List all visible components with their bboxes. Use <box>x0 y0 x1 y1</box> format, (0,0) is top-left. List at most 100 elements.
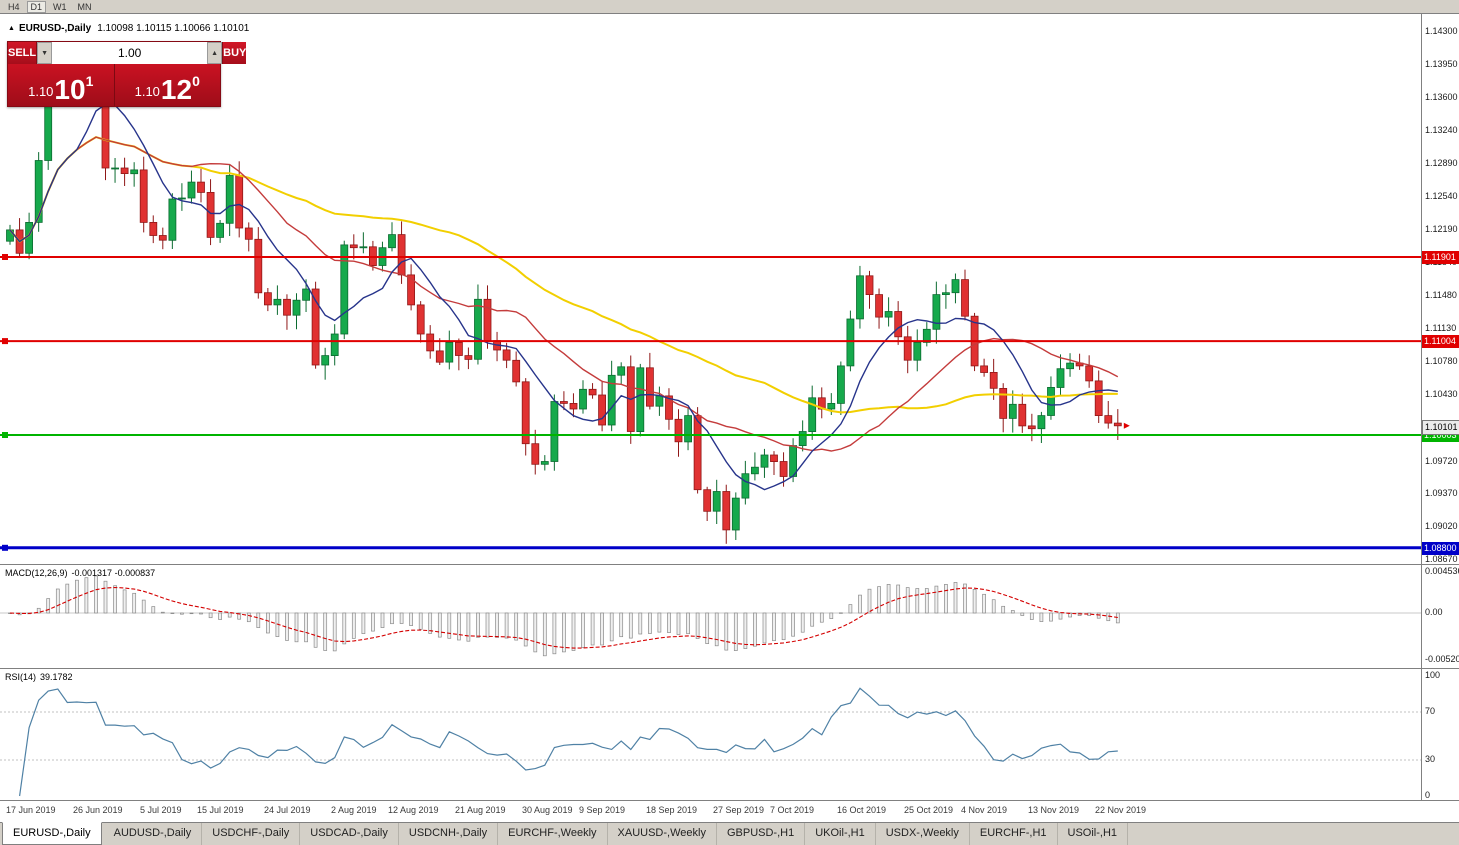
volume-decrease-button[interactable]: ▼ <box>37 42 53 64</box>
chart-tab-usdx-weekly[interactable]: USDX-,Weekly <box>876 823 970 845</box>
pane-separator <box>0 800 1459 801</box>
chart-tab-ukoil-h1[interactable]: UKOil-,H1 <box>805 823 876 845</box>
price-tick: 1.08670 <box>1425 554 1458 564</box>
pane-separator[interactable] <box>0 564 1459 565</box>
date-label: 4 Nov 2019 <box>961 805 1008 815</box>
chart-tab-gbpusd-h1[interactable]: GBPUSD-,H1 <box>717 823 806 845</box>
hline-handle <box>2 338 8 345</box>
timeframe-button-h4[interactable]: H4 <box>8 1 20 12</box>
chart-area: 17 Jun 2019 26 Jun 2019 5 Jul 2019 15 Jul 2… <box>0 13 1459 823</box>
time-axis: 17 Jun 2019 26 Jun 2019 5 Jul 2019 15 Jul 2… <box>0 801 1459 823</box>
date-label: 21 Aug 2019 <box>455 805 506 815</box>
timeframe-button-d1[interactable]: D1 <box>26 0 47 13</box>
volume-increase-button[interactable]: ▲ <box>207 42 223 64</box>
price-tick: 1.10780 <box>1425 356 1458 366</box>
date-label: 26 Jun 2019 <box>73 805 123 815</box>
chart-ohlc-header: ▲ EURUSD-,Daily 1.10098 1.10115 1.10066 1.… <box>8 23 249 34</box>
rsi-scale-tick: 100 <box>1425 670 1441 680</box>
rsi-indicator-value: 39.1782 <box>40 672 73 682</box>
price-tick: 1.13240 <box>1425 125 1458 135</box>
date-label: 27 Sep 2019 <box>713 805 765 815</box>
price-tag-1.08800: 1.08800 <box>1422 542 1459 555</box>
ohlc-values: 1.10098 1.10115 1.10066 1.10101 <box>97 23 250 34</box>
pane-separator[interactable] <box>0 668 1459 669</box>
volume-control: ▼ ▲ <box>36 42 224 64</box>
chart-tab-audusd-daily[interactable]: AUDUSD-,Daily <box>104 823 203 845</box>
rsi-scale-tick: 70 <box>1425 706 1436 716</box>
symbol-label: EURUSD-,Daily <box>18 23 92 34</box>
chart-tabs-bar: EURUSD-,Daily AUDUSD-,Daily USDCHF-,Daily U… <box>0 822 1459 845</box>
rsi-indicator-name: RSI(14) <box>5 672 37 682</box>
price-tick: 1.12190 <box>1425 224 1458 234</box>
price-tick: 1.09020 <box>1425 521 1458 531</box>
price-tick: 1.11130 <box>1425 323 1457 333</box>
ma-45-line <box>9 136 1118 414</box>
date-label: 17 Jun 2019 <box>6 805 56 815</box>
macd-scale-tick: 0.004536 <box>1425 566 1459 576</box>
price-tick: 1.12540 <box>1425 191 1458 201</box>
chart-tab-usdcad-daily[interactable]: USDCAD-,Daily <box>300 823 399 845</box>
date-label: 16 Oct 2019 <box>837 805 887 815</box>
price-tag-1.11004: 1.11004 <box>1422 335 1459 348</box>
hline-handle <box>2 254 8 260</box>
macd-indicator-values: -0.001317 -0.000837 <box>71 568 156 578</box>
price-tick: 1.10430 <box>1425 389 1458 399</box>
date-label: 12 Aug 2019 <box>388 805 439 815</box>
ma-8-line <box>9 103 1118 491</box>
date-label: 15 Jul 2019 <box>197 805 244 815</box>
date-label: 24 Jul 2019 <box>264 805 311 815</box>
price-tick: 1.09370 <box>1425 488 1458 498</box>
rsi-scale-tick: 30 <box>1425 754 1436 764</box>
price-tick: 1.13600 <box>1425 92 1458 102</box>
timeframe-button-w1[interactable]: W1 <box>53 1 67 12</box>
price-tick: 1.11480 <box>1425 290 1457 300</box>
timeframe-button-mn[interactable]: MN <box>77 1 92 12</box>
chart-tab-usdchf-daily[interactable]: USDCHF-,Daily <box>202 823 301 845</box>
rsi-scale-tick: 0 <box>1425 790 1431 800</box>
price-tag-1.11901: 1.11901 <box>1422 251 1459 264</box>
collapse-trade-panel-icon[interactable]: ▲ <box>8 25 15 32</box>
hline-handle <box>2 432 8 438</box>
rsi-indicator-pane[interactable] <box>0 669 1421 800</box>
price-chart-pane[interactable] <box>0 14 1421 564</box>
current-price-marker <box>1123 422 1130 429</box>
date-label: 25 Oct 2019 <box>904 805 954 815</box>
date-label: 18 Sep 2019 <box>646 805 698 815</box>
price-tick: 1.13950 <box>1425 59 1458 69</box>
buy-button[interactable]: BUY <box>223 42 247 64</box>
hline-handle <box>2 544 8 551</box>
ma-20-line <box>9 136 1119 452</box>
price-tick: 1.12890 <box>1425 158 1458 168</box>
date-label: 22 Nov 2019 <box>1095 805 1147 815</box>
current-price-tag: 1.10101 <box>1422 420 1459 435</box>
rsi-label: RSI(14) 39.1782 <box>5 672 77 682</box>
price-scale: 1.14300 1.13950 1.13600 1.13240 1.12890 1.125… <box>1421 14 1459 800</box>
date-label: 13 Nov 2019 <box>1028 805 1080 815</box>
macd-indicator-name: MACD(12,26,9) <box>5 568 68 578</box>
macd-histogram <box>8 575 1120 657</box>
chart-tab-eurchf-h1[interactable]: EURCHF-,H1 <box>970 823 1058 845</box>
date-label: 7 Oct 2019 <box>770 805 815 815</box>
sell-button[interactable]: SELL <box>8 42 37 64</box>
date-label: 2 Aug 2019 <box>331 805 377 815</box>
rsi-line <box>19 687 1118 797</box>
price-tick: 1.09720 <box>1425 456 1458 466</box>
macd-scale-tick: 0.00 <box>1425 607 1443 617</box>
buy-price-display[interactable]: 1.10 12 0 <box>134 73 200 105</box>
chart-tab-usdcnh-daily[interactable]: USDCNH-,Daily <box>399 823 499 845</box>
macd-indicator-pane[interactable] <box>0 565 1421 668</box>
chart-tab-usoil-h1[interactable]: USOil-,H1 <box>1058 823 1129 845</box>
date-label: 5 Jul 2019 <box>140 805 182 815</box>
chart-tab-eurusd-daily[interactable]: EURUSD-,Daily <box>2 822 102 845</box>
volume-input[interactable] <box>52 42 208 64</box>
candlesticks-layer <box>6 48 1122 544</box>
macd-signal-line <box>9 586 1118 649</box>
sell-price-display[interactable]: 1.10 10 1 <box>8 64 115 106</box>
chart-tab-xauusd-weekly[interactable]: XAUUSD-,Weekly <box>608 823 717 845</box>
date-label: 9 Sep 2019 <box>579 805 626 815</box>
date-label: 30 Aug 2019 <box>522 805 573 815</box>
timeframe-toolbar: H4 D1 W1 MN <box>0 0 1459 13</box>
chart-tab-eurchf-weekly[interactable]: EURCHF-,Weekly <box>498 823 608 845</box>
